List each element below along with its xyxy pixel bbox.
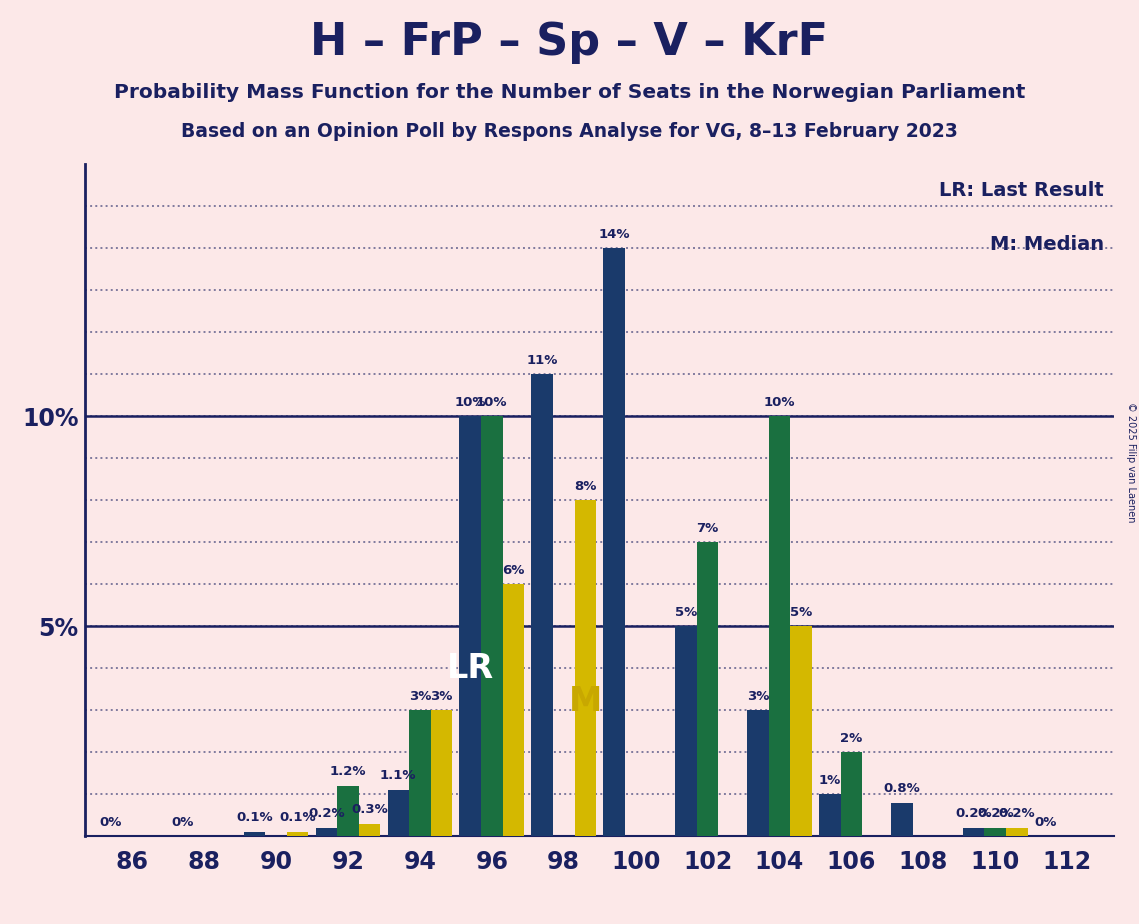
Bar bbox=[502, 584, 524, 836]
Bar bbox=[316, 828, 337, 836]
Text: 1.2%: 1.2% bbox=[329, 765, 367, 778]
Text: 3%: 3% bbox=[431, 689, 452, 703]
Bar bbox=[675, 626, 697, 836]
Text: LR: LR bbox=[446, 651, 494, 685]
Bar bbox=[747, 711, 769, 836]
Text: 8%: 8% bbox=[574, 480, 597, 492]
Text: 14%: 14% bbox=[598, 228, 630, 241]
Text: 10%: 10% bbox=[454, 395, 486, 408]
Bar bbox=[891, 803, 912, 836]
Text: LR: Last Result: LR: Last Result bbox=[939, 181, 1104, 201]
Text: 11%: 11% bbox=[526, 354, 558, 367]
Text: 1.1%: 1.1% bbox=[380, 770, 417, 783]
Text: 0.2%: 0.2% bbox=[977, 808, 1014, 821]
Bar bbox=[697, 542, 719, 836]
Bar bbox=[841, 752, 862, 836]
Bar bbox=[769, 417, 790, 836]
Text: 0.2%: 0.2% bbox=[999, 808, 1035, 821]
Text: M: M bbox=[568, 686, 601, 718]
Text: 0%: 0% bbox=[1034, 816, 1057, 829]
Bar bbox=[574, 501, 596, 836]
Text: Based on an Opinion Poll by Respons Analyse for VG, 8–13 February 2023: Based on an Opinion Poll by Respons Anal… bbox=[181, 122, 958, 141]
Text: 0.1%: 0.1% bbox=[279, 811, 316, 824]
Text: 5%: 5% bbox=[790, 606, 812, 619]
Bar bbox=[337, 785, 359, 836]
Text: 3%: 3% bbox=[747, 689, 769, 703]
Bar bbox=[604, 249, 625, 836]
Text: 0.2%: 0.2% bbox=[956, 808, 992, 821]
Bar bbox=[481, 417, 502, 836]
Text: 0.2%: 0.2% bbox=[308, 808, 345, 821]
Bar bbox=[1006, 828, 1027, 836]
Bar bbox=[387, 790, 409, 836]
Text: 0%: 0% bbox=[171, 816, 194, 829]
Text: 0.1%: 0.1% bbox=[236, 811, 272, 824]
Bar bbox=[431, 711, 452, 836]
Text: Probability Mass Function for the Number of Seats in the Norwegian Parliament: Probability Mass Function for the Number… bbox=[114, 83, 1025, 103]
Bar bbox=[984, 828, 1006, 836]
Text: 7%: 7% bbox=[696, 522, 719, 535]
Text: 3%: 3% bbox=[409, 689, 431, 703]
Text: 2%: 2% bbox=[841, 732, 862, 745]
Text: H – FrP – Sp – V – KrF: H – FrP – Sp – V – KrF bbox=[311, 21, 828, 65]
Bar bbox=[287, 832, 309, 836]
Text: © 2025 Filip van Laenen: © 2025 Filip van Laenen bbox=[1126, 402, 1136, 522]
Bar bbox=[962, 828, 984, 836]
Text: 10%: 10% bbox=[476, 395, 508, 408]
Text: 5%: 5% bbox=[675, 606, 697, 619]
Text: 0%: 0% bbox=[99, 816, 122, 829]
Bar bbox=[819, 795, 841, 836]
Bar bbox=[790, 626, 812, 836]
Bar bbox=[359, 823, 380, 836]
Text: 0.3%: 0.3% bbox=[351, 803, 388, 816]
Text: 6%: 6% bbox=[502, 564, 525, 577]
Bar bbox=[244, 832, 265, 836]
Text: 0.8%: 0.8% bbox=[884, 782, 920, 795]
Text: M: Median: M: Median bbox=[990, 235, 1104, 254]
Bar bbox=[459, 417, 481, 836]
Text: 1%: 1% bbox=[819, 773, 841, 786]
Bar bbox=[409, 711, 431, 836]
Bar bbox=[532, 374, 552, 836]
Text: 10%: 10% bbox=[764, 395, 795, 408]
